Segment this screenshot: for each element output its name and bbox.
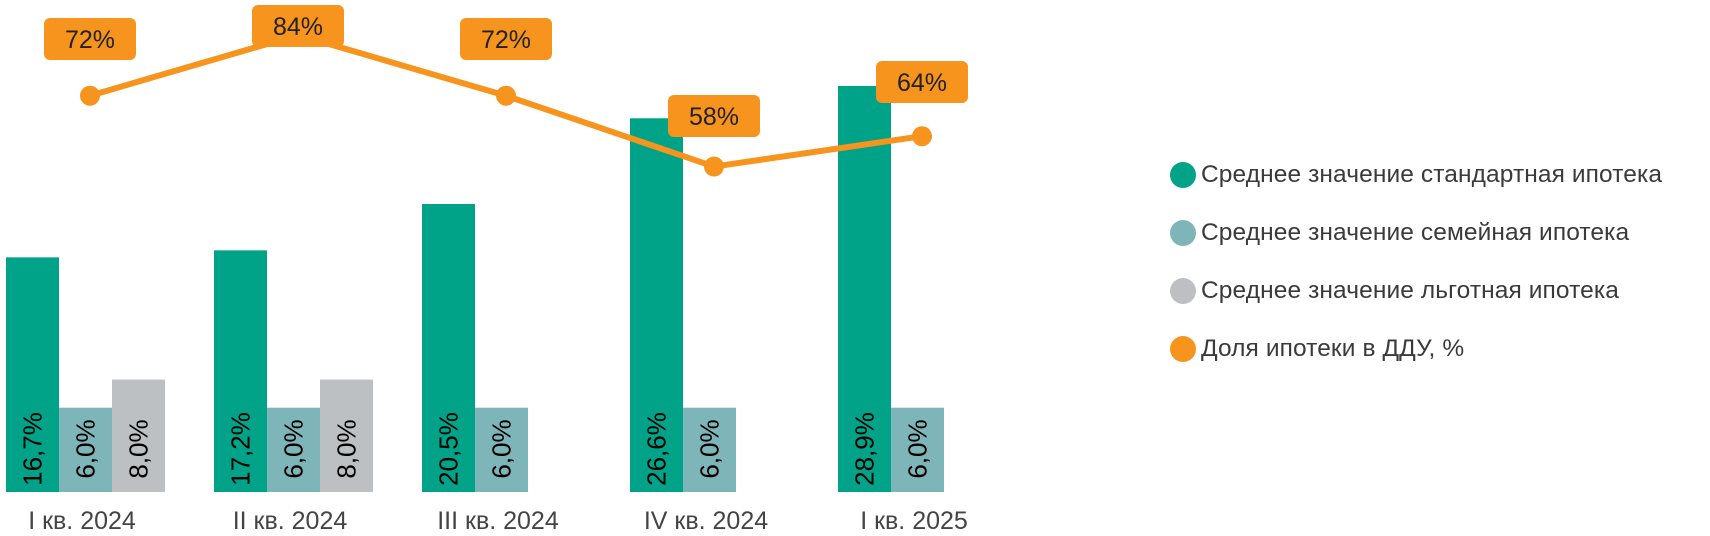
data-label-standard-4: 28,9% bbox=[850, 412, 880, 486]
x-axis: I кв. 2024 II кв. 2024 III кв. 2024 IV кв. … bbox=[28, 507, 968, 535]
data-label-standard-2: 20,5% bbox=[434, 412, 464, 486]
data-label-standard-3: 26,6% bbox=[642, 412, 672, 486]
bar-family-4[interactable] bbox=[891, 407, 944, 492]
bar-family-0[interactable] bbox=[59, 407, 112, 492]
data-label-preferential-0: 8,0% bbox=[124, 419, 154, 478]
line-point-4[interactable] bbox=[912, 126, 932, 147]
legend-marker-standard bbox=[1170, 162, 1196, 188]
data-label-family-3: 6,0% bbox=[695, 419, 725, 478]
bar-preferential-0[interactable] bbox=[112, 379, 165, 492]
data-label-family-2: 6,0% bbox=[487, 419, 517, 478]
legend-marker-preferential bbox=[1170, 278, 1196, 304]
legend: Среднее значение стандартная ипотека Сре… bbox=[1170, 160, 1662, 392]
mortgage-rate-chart: 16,7% 6,0% 8,0% 17,2% 6,0% 8,0% 20,5% 6,0% 26,6%… bbox=[6, 5, 968, 535]
data-label-preferential-1: 8,0% bbox=[332, 419, 362, 478]
line-label-2: 72% bbox=[481, 26, 531, 54]
line-label-box-2 bbox=[460, 18, 552, 60]
line-point-0[interactable] bbox=[80, 85, 100, 106]
line-label-0: 72% bbox=[65, 26, 115, 54]
bars-layer: 16,7% 6,0% 8,0% 17,2% 6,0% 8,0% 20,5% 6,0% 26,6%… bbox=[6, 85, 944, 493]
bar-family-2[interactable] bbox=[475, 407, 528, 492]
data-label-standard-1: 17,2% bbox=[226, 412, 256, 486]
line-label-box-0 bbox=[44, 18, 136, 60]
x-tick-label-2: III кв. 2024 bbox=[437, 507, 559, 535]
bar-standard-3[interactable] bbox=[630, 118, 683, 493]
bar-standard-2[interactable] bbox=[422, 203, 475, 492]
data-label-family-4: 6,0% bbox=[903, 419, 933, 478]
legend-marker-share bbox=[1170, 336, 1196, 362]
line-point-3[interactable] bbox=[704, 156, 724, 177]
data-label-standard-0: 16,7% bbox=[18, 412, 48, 486]
line-layer: 72% 84% 72% 58% 64% bbox=[44, 5, 968, 177]
bar-preferential-1[interactable] bbox=[320, 379, 373, 492]
legend-marker-family bbox=[1170, 220, 1196, 246]
legend-item-preferential[interactable]: Среднее значение льготная ипотека bbox=[1170, 276, 1662, 306]
bar-standard-1[interactable] bbox=[214, 250, 267, 492]
data-label-family-0: 6,0% bbox=[71, 419, 101, 478]
x-tick-label-4: I кв. 2025 bbox=[860, 507, 968, 535]
data-label-family-1: 6,0% bbox=[279, 419, 309, 478]
line-label-4: 64% bbox=[897, 69, 947, 97]
line-label-box-4 bbox=[876, 61, 968, 103]
legend-label-share: Доля ипотеки в ДДУ, % bbox=[1201, 335, 1465, 362]
line-point-2[interactable] bbox=[496, 85, 516, 106]
line-label-box-3 bbox=[668, 95, 760, 137]
x-tick-label-0: I кв. 2024 bbox=[28, 507, 136, 535]
legend-item-family[interactable]: Среднее значение семейная ипотека bbox=[1170, 218, 1662, 248]
line-label-1: 84% bbox=[273, 13, 323, 41]
legend-item-share[interactable]: Доля ипотеки в ДДУ, % bbox=[1170, 334, 1662, 364]
line-label-3: 58% bbox=[689, 103, 739, 131]
line-label-box-1 bbox=[252, 5, 344, 47]
bar-standard-0[interactable] bbox=[6, 257, 59, 492]
legend-label-standard: Среднее значение стандартная ипотека bbox=[1201, 161, 1663, 188]
x-tick-label-3: IV кв. 2024 bbox=[644, 507, 768, 535]
bar-family-1[interactable] bbox=[267, 407, 320, 492]
bar-standard-4[interactable] bbox=[838, 85, 891, 492]
legend-label-preferential: Среднее значение льготная ипотека bbox=[1201, 277, 1619, 304]
x-tick-label-1: II кв. 2024 bbox=[233, 507, 348, 535]
bar-family-3[interactable] bbox=[683, 407, 736, 492]
legend-item-standard[interactable]: Среднее значение стандартная ипотека bbox=[1170, 160, 1662, 190]
legend-label-family: Среднее значение семейная ипотека bbox=[1201, 219, 1630, 246]
